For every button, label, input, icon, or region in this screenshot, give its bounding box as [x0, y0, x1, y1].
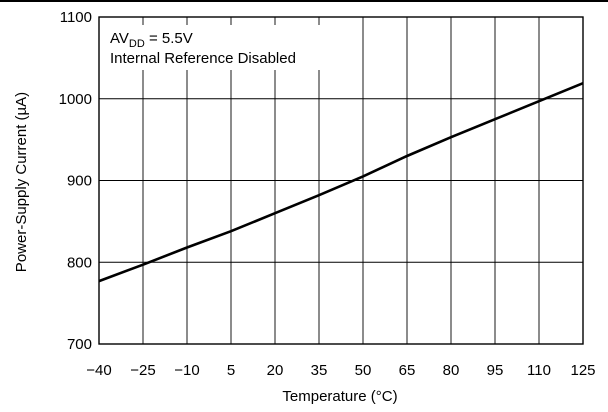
y-tick-label: 1000: [59, 91, 92, 108]
x-tick-label: 20: [267, 362, 284, 379]
series-line: [98, 81, 584, 283]
annotation-reference: Internal Reference Disabled: [110, 50, 296, 67]
x-tick-label: 35: [311, 362, 328, 379]
x-tick-label: 5: [227, 362, 235, 379]
x-tick-label: 125: [570, 362, 595, 379]
x-tick-label: −25: [130, 362, 155, 379]
x-tick-label: 95: [487, 362, 504, 379]
x-tick-label: −10: [174, 362, 199, 379]
annotation-box: [104, 25, 342, 70]
y-tick-label: 1100: [60, 9, 92, 26]
x-tick-labels: −40 −25 −10 5 20 35 50 65 80 95 110 125: [86, 362, 595, 379]
y-tick-labels: 700 800 900 1000 1100: [59, 9, 92, 353]
y-tick-label: 700: [67, 336, 92, 353]
x-tick-label: −40: [86, 362, 111, 379]
x-tick-label: 65: [399, 362, 416, 379]
annotation-supply: AVDD = 5.5V: [110, 30, 193, 50]
x-tick-label: 50: [355, 362, 372, 379]
plot-frame: [98, 16, 584, 345]
x-axis-label: Temperature (°C): [282, 388, 397, 405]
y-axis-label: Power-Supply Current (µA): [13, 92, 30, 272]
y-tick-label: 800: [67, 254, 92, 271]
top-rule: [0, 0, 608, 2]
x-tick-label: 80: [443, 362, 460, 379]
grid: [99, 17, 583, 344]
y-tick-label: 900: [67, 173, 92, 190]
x-tick-label: 110: [527, 362, 551, 379]
